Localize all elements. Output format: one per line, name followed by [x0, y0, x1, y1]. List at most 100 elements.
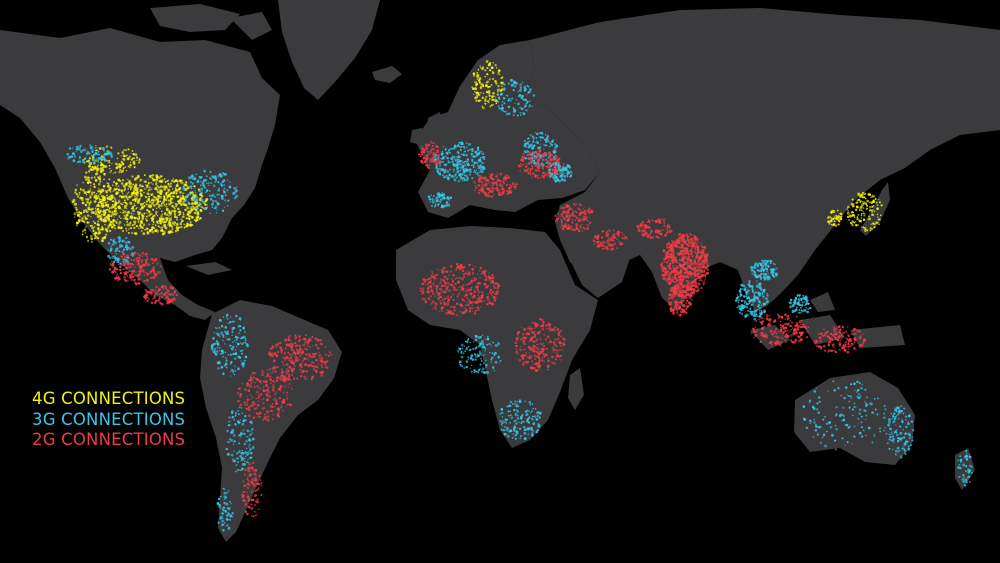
connection-dot — [679, 314, 682, 317]
connection-dot — [79, 146, 81, 149]
connection-dot — [213, 347, 217, 351]
connection-dot — [78, 156, 82, 159]
connection-dot — [672, 311, 675, 315]
connection-dot — [503, 110, 506, 113]
connection-dot — [474, 169, 476, 171]
connection-dot — [274, 370, 278, 373]
connection-dot — [179, 191, 182, 194]
connection-dot — [117, 192, 119, 195]
connection-dot — [497, 94, 500, 96]
connection-dot — [123, 214, 126, 217]
connection-dot — [554, 148, 557, 150]
connection-dot — [609, 245, 612, 248]
connection-dot — [118, 223, 120, 225]
connection-dot — [480, 83, 483, 85]
connection-dot — [487, 191, 491, 195]
connection-dot — [97, 166, 99, 168]
connection-dot — [90, 200, 92, 202]
connection-dot — [464, 160, 466, 163]
connection-dot — [98, 169, 100, 171]
connection-dot — [683, 239, 686, 242]
connection-dot — [535, 164, 537, 167]
connection-dot — [523, 106, 526, 108]
connection-dot — [67, 152, 69, 155]
connection-dot — [222, 339, 224, 342]
connection-dot — [229, 362, 232, 365]
connection-dot — [421, 153, 424, 156]
connection-dot — [309, 363, 312, 366]
connection-dot — [151, 261, 154, 264]
connection-dot — [281, 370, 284, 374]
connection-dot — [222, 173, 226, 176]
connection-dot — [693, 292, 696, 295]
connection-dot — [650, 230, 653, 233]
connection-dot — [247, 406, 251, 409]
connection-dot — [676, 271, 679, 275]
connection-dot — [577, 207, 581, 210]
connection-dot — [500, 77, 502, 79]
connection-dot — [175, 293, 178, 297]
connection-dot — [491, 95, 494, 98]
connection-dot — [251, 446, 255, 450]
connection-dot — [175, 192, 178, 195]
connection-dot — [95, 147, 98, 149]
connection-dot — [122, 184, 126, 188]
connection-dot — [661, 273, 665, 277]
connection-dot — [444, 148, 447, 151]
connection-dot — [107, 254, 111, 258]
connection-dot — [498, 88, 500, 90]
connection-dot — [163, 178, 166, 180]
connection-dot — [612, 233, 616, 237]
connection-dot — [134, 266, 137, 269]
connection-dot — [685, 232, 688, 235]
connection-dot — [298, 335, 301, 338]
connection-dot — [568, 214, 571, 218]
connection-dot — [289, 356, 292, 359]
connection-dot — [171, 179, 174, 182]
connection-dot — [431, 145, 434, 147]
connection-dot — [460, 153, 463, 156]
connection-dot — [171, 227, 174, 231]
connection-dot — [163, 187, 167, 191]
connection-dot — [672, 274, 675, 276]
connection-dot — [432, 160, 435, 163]
connection-dot — [122, 248, 126, 251]
connection-dot — [167, 183, 170, 186]
connection-dot — [151, 230, 155, 234]
connection-dot — [79, 159, 81, 161]
connection-dot — [139, 186, 141, 188]
connection-dot — [148, 223, 151, 226]
connection-dot — [476, 172, 479, 175]
connection-dot — [84, 203, 88, 207]
connection-dot — [173, 215, 177, 219]
connection-dot — [238, 406, 241, 409]
connection-dot — [269, 375, 272, 378]
connection-dot — [108, 161, 111, 164]
connection-dot — [572, 226, 574, 228]
connection-dot — [426, 166, 429, 169]
connection-dot — [150, 228, 153, 231]
connection-dot — [491, 182, 495, 185]
connection-dot — [85, 194, 88, 196]
connection-dot — [200, 206, 203, 208]
connection-dot — [455, 163, 459, 167]
connection-dot — [131, 245, 135, 249]
connection-dot — [318, 354, 322, 358]
connection-dot — [224, 343, 226, 345]
connection-dot — [644, 230, 647, 233]
connection-dot — [77, 160, 80, 164]
connection-dot — [102, 165, 105, 168]
connection-dot — [110, 215, 113, 218]
connection-dot — [234, 335, 238, 339]
connection-dot — [159, 265, 162, 268]
connection-dot — [246, 512, 249, 516]
connection-dot — [199, 202, 202, 206]
connection-dot — [266, 415, 270, 419]
connection-dot — [449, 196, 453, 200]
connection-dot — [683, 267, 687, 270]
connection-dot — [519, 169, 522, 172]
connection-dot — [120, 182, 124, 185]
connection-dot — [185, 224, 189, 228]
connection-dot — [223, 488, 226, 490]
connection-dot — [492, 98, 495, 101]
